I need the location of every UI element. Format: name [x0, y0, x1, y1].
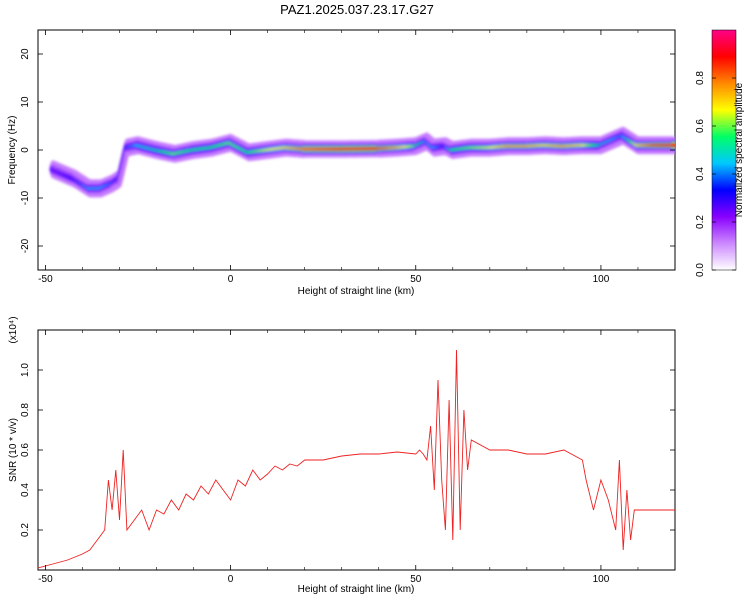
bottom-y-tick-label: 0.2: [20, 523, 31, 537]
top-y-tick-label: -10: [20, 190, 31, 205]
spectrogram-ridge: [49, 126, 675, 198]
top-x-tick-label: -50: [38, 274, 53, 285]
bottom-y-axis-title: SNR (10 * v/v): [8, 418, 19, 482]
colorbar-tick-label: 0.2: [695, 215, 706, 229]
top-x-tick-label: 50: [410, 274, 422, 285]
colorbar: 0.0 0.2 0.4 0.6 0.8 Normalized spectral ampl…: [695, 29, 745, 277]
top-y-tick-label: 0: [20, 147, 31, 153]
top-y-tick-label: -20: [20, 238, 31, 253]
spectrogram-cell: [670, 143, 675, 148]
snr-series-line: [38, 349, 675, 569]
bottom-x-ticks: -50 0 50 100: [38, 330, 676, 585]
top-x-ticks: -50 0 50 100: [38, 30, 676, 285]
top-y-axis-title: Frequency (Hz): [7, 116, 18, 185]
top-x-axis-title: Height of straight line (km): [298, 286, 415, 297]
bottom-x-tick-label: 0: [228, 574, 234, 585]
bottom-y-tick-label: 0.4: [20, 483, 31, 497]
bottom-y-tick-label: 0.6: [20, 443, 31, 457]
bottom-x-tick-label: -50: [38, 574, 53, 585]
snr-panel: -50 0 50 100 0.2 0.4 0.6 0.8 1.0 Height of stra…: [8, 316, 676, 595]
spectrogram-panel: -50 0 50 100 -20 -10 0 10 20 Height of straight…: [7, 29, 676, 297]
top-y-tick-label: 20: [20, 48, 31, 60]
top-y-tick-label: 10: [20, 96, 31, 108]
colorbar-title: Normalized spectral amplitude: [734, 82, 745, 217]
bottom-y-exponent: (x10⁴): [8, 316, 19, 343]
top-y-ticks: -20 -10 0 10 20: [20, 48, 675, 253]
colorbar-tick-label: 0.6: [695, 119, 706, 133]
bottom-x-tick-label: 50: [410, 574, 422, 585]
bottom-x-axis-title: Height of straight line (km): [298, 584, 415, 595]
snr-frame: [37, 329, 676, 571]
top-x-tick-label: 100: [593, 274, 610, 285]
colorbar-tick-label: 0.4: [695, 167, 706, 181]
bottom-y-tick-label: 1.0: [20, 363, 31, 377]
colorbar-tick-label: 0.8: [695, 71, 706, 85]
colorbar-tick-label: 0.0: [695, 263, 706, 277]
bottom-y-ticks: 0.2 0.4 0.6 0.8 1.0: [20, 363, 675, 537]
spectrogram-marks: [49, 126, 675, 198]
bottom-x-tick-label: 100: [593, 574, 610, 585]
colorbar-ticks: 0.0 0.2 0.4 0.6 0.8: [695, 71, 736, 277]
top-x-tick-label: 0: [228, 274, 234, 285]
chart-title: PAZ1.2025.037.23.17.G27: [280, 2, 434, 17]
colorbar-gradient: [711, 29, 737, 271]
bottom-y-tick-label: 0.8: [20, 403, 31, 417]
